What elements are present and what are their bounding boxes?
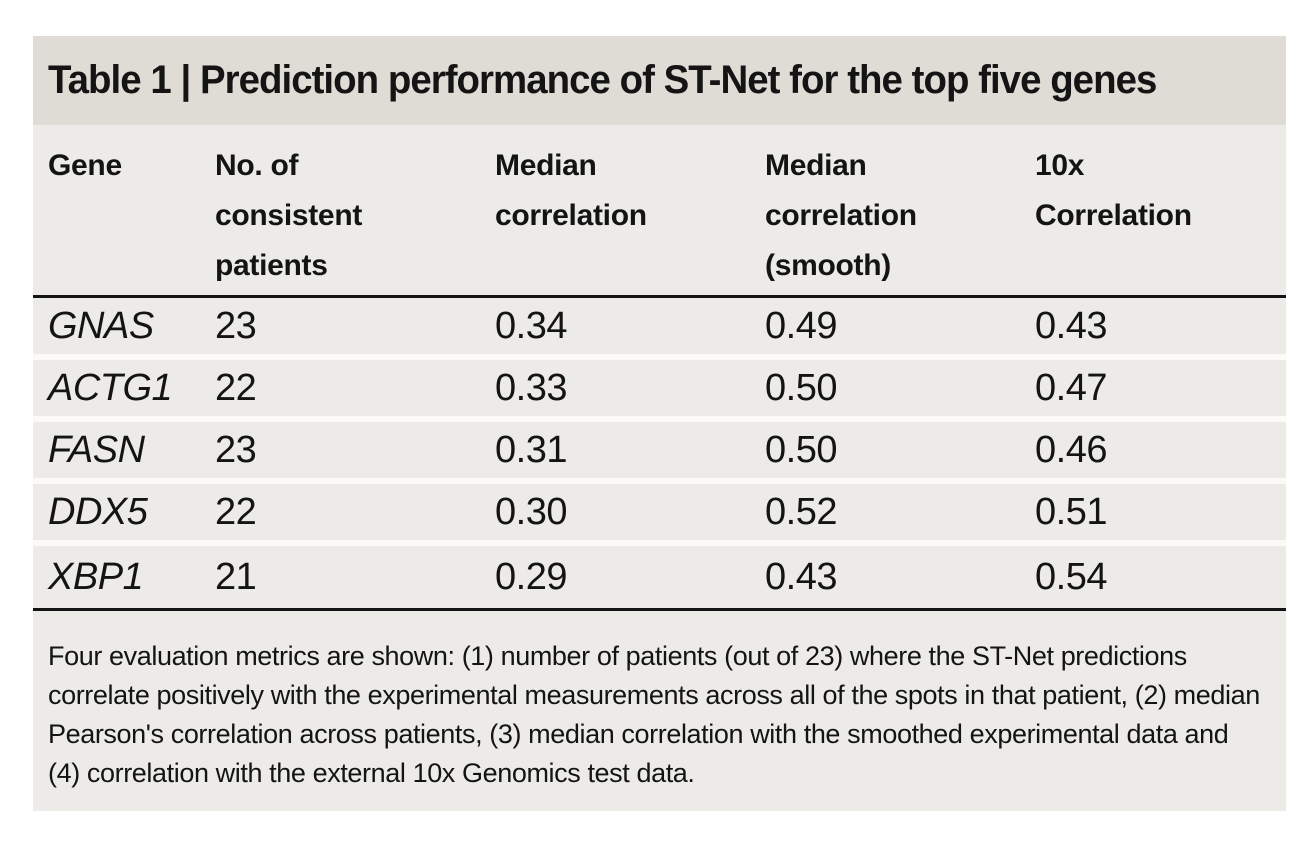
value-cell: 0.31: [495, 429, 567, 471]
value-cell: 23: [215, 429, 257, 471]
table-title-band: Table 1 | Prediction performance of ST-N…: [33, 36, 1286, 125]
value-cell: 0.34: [495, 305, 567, 347]
table-row: GNAS 23 0.34 0.49 0.43: [33, 298, 1286, 360]
gene-cell: GNAS: [48, 305, 154, 347]
value-cell: 0.29: [495, 556, 567, 598]
gene-cell: FASN: [48, 429, 145, 471]
gene-cell: ACTG1: [48, 367, 173, 409]
value-cell: 21: [215, 556, 257, 598]
header-rule: [33, 295, 1286, 298]
column-header-2: No. of consistent patients: [215, 149, 363, 282]
table-1-block: Table 1 | Prediction performance of ST-N…: [33, 36, 1286, 811]
column-header-5: 10x Correlation: [1035, 149, 1192, 232]
table-header-row: Gene No. of consistent patients Median cor…: [33, 125, 1286, 295]
value-cell: 0.50: [765, 367, 837, 409]
table-row: ACTG1 22 0.33 0.50 0.47: [33, 360, 1286, 422]
table-row: FASN 23 0.31 0.50 0.46: [33, 422, 1286, 484]
gene-cell: DDX5: [48, 491, 148, 533]
value-cell: 0.54: [1035, 556, 1107, 598]
table-title: Table 1 | Prediction performance of ST-N…: [48, 58, 1157, 102]
value-cell: 0.43: [765, 556, 837, 598]
value-cell: 0.50: [765, 429, 837, 471]
value-cell: 0.43: [1035, 305, 1107, 347]
value-cell: 0.46: [1035, 429, 1107, 471]
table-body: Gene No. of consistent patients Median cor…: [33, 125, 1286, 811]
table-footnote: Four evaluation metrics are shown: (1) n…: [48, 641, 1260, 788]
value-cell: 23: [215, 305, 257, 347]
value-cell: 0.51: [1035, 491, 1107, 533]
table-row: DDX5 22 0.30 0.52 0.51: [33, 484, 1286, 546]
table-row: XBP1 21 0.29 0.43 0.54: [33, 546, 1286, 608]
table-rows: GNAS 23 0.34 0.49 0.43 ACTG1 22 0.33 0.50 0.47 FAS…: [33, 298, 1286, 608]
footnote-rule: [33, 608, 1286, 611]
gene-cell: XBP1: [48, 556, 144, 598]
value-cell: 0.30: [495, 491, 567, 533]
value-cell: 0.33: [495, 367, 567, 409]
value-cell: 0.47: [1035, 367, 1107, 409]
column-header-3: Median correlation: [495, 149, 647, 232]
value-cell: 0.52: [765, 491, 837, 533]
value-cell: 0.49: [765, 305, 837, 347]
column-header-4: Median correlation (smooth): [765, 149, 917, 282]
column-header-1: Gene: [48, 149, 122, 182]
value-cell: 22: [215, 491, 257, 533]
value-cell: 22: [215, 367, 257, 409]
